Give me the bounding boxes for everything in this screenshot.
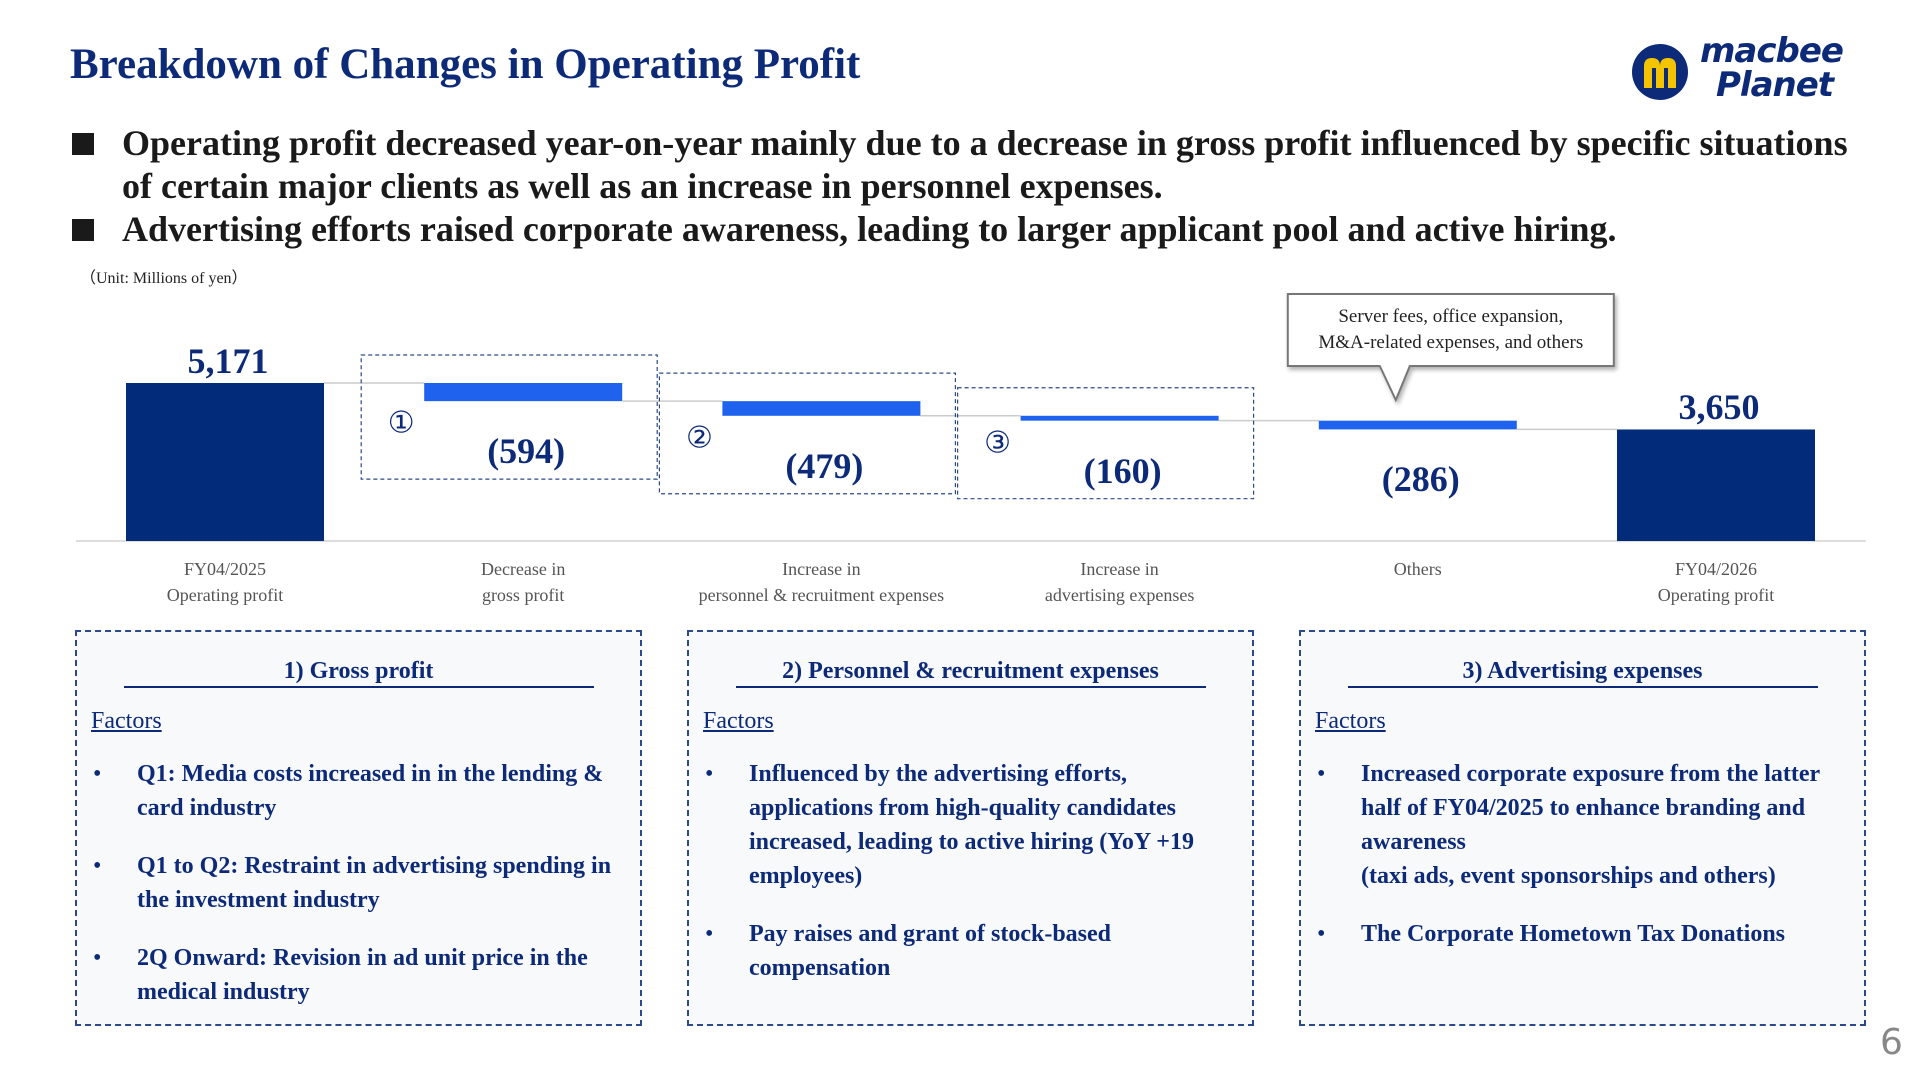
- category-label: Decrease in gross profit: [480, 559, 566, 605]
- value-label: (479): [785, 445, 864, 486]
- panel: 1) Gross profit Factors Q1: Media costs in…: [75, 630, 642, 1026]
- value-label: 3,650: [1678, 387, 1760, 428]
- bullet: Operating profit decreased year-on-year …: [72, 122, 1872, 208]
- value-label: (160): [1083, 450, 1162, 491]
- factor-list: Q1: Media costs increased in in the lend…: [77, 757, 640, 1009]
- panel-title: 1) Gross profit: [123, 656, 594, 688]
- factor-item: Influenced by the advertising efforts, a…: [705, 757, 1242, 893]
- step-marker: ①: [387, 406, 415, 440]
- panel: 3) Advertising expenses Factors Increased …: [1299, 630, 1866, 1026]
- category-label: Increase in advertising expenses: [1044, 559, 1195, 605]
- factor-item: 2Q Onward: Revision in ad unit price in …: [93, 941, 630, 1009]
- annotation: Server fees, office expansion, M&A-relat…: [1318, 306, 1584, 353]
- logo-text: macbee: [1700, 31, 1844, 71]
- bar: [1617, 429, 1815, 541]
- callout-box: [1286, 293, 1615, 403]
- step-box: [658, 372, 957, 495]
- factors-label: Factors: [91, 708, 162, 734]
- bullet: Advertising efforts raised corporate awa…: [72, 208, 1872, 251]
- factor-item: Q1: Media costs increased in in the lend…: [93, 757, 630, 825]
- bar: [424, 383, 623, 402]
- factor-item: Increased corporate exposure from the la…: [1317, 757, 1854, 893]
- factor-list: Increased corporate exposure from the la…: [1301, 757, 1864, 951]
- chart: [76, 293, 1866, 542]
- logo-icon: [1632, 44, 1688, 100]
- factors-label: Factors: [1315, 708, 1386, 734]
- category-label: Others: [1393, 559, 1442, 579]
- step-box: [956, 387, 1255, 500]
- panel-title: 3) Advertising expenses: [1347, 656, 1818, 688]
- bar: [722, 401, 921, 416]
- category-label: FY04/2025 Operating profit: [166, 559, 284, 605]
- factor-item: The Corporate Hometown Tax Donations: [1317, 917, 1854, 951]
- logo: macbee Planet: [1630, 32, 1890, 112]
- factor-list: Influenced by the advertising efforts, a…: [689, 757, 1252, 985]
- category-label: FY04/2026 Operating profit: [1657, 559, 1775, 605]
- factors-label: Factors: [703, 708, 774, 734]
- category-label: Increase in personnel & recruitment expe…: [698, 559, 945, 605]
- step-marker: ③: [984, 426, 1012, 460]
- value-label: 5,171: [187, 341, 269, 381]
- page-number: 6: [1880, 1022, 1903, 1063]
- bar: [126, 383, 324, 541]
- slide-title: Breakdown of Changes in Operating Profit: [70, 41, 861, 88]
- step-box: [360, 354, 658, 480]
- factor-item: Q1 to Q2: Restraint in advertising spend…: [93, 849, 630, 917]
- value-label: (286): [1381, 459, 1460, 500]
- panel: 2) Personnel & recruitment expenses Facto…: [687, 630, 1254, 1026]
- logo-text: Planet: [1716, 65, 1834, 105]
- panel-title: 2) Personnel & recruitment expenses: [735, 656, 1206, 688]
- unit-note: （Unit: Millions of yen）: [80, 270, 248, 287]
- bar: [1318, 420, 1517, 430]
- step-marker: ②: [685, 421, 713, 455]
- factor-item: Pay raises and grant of stock-based comp…: [705, 917, 1242, 985]
- value-label: (594): [487, 431, 566, 472]
- bar: [1020, 415, 1219, 421]
